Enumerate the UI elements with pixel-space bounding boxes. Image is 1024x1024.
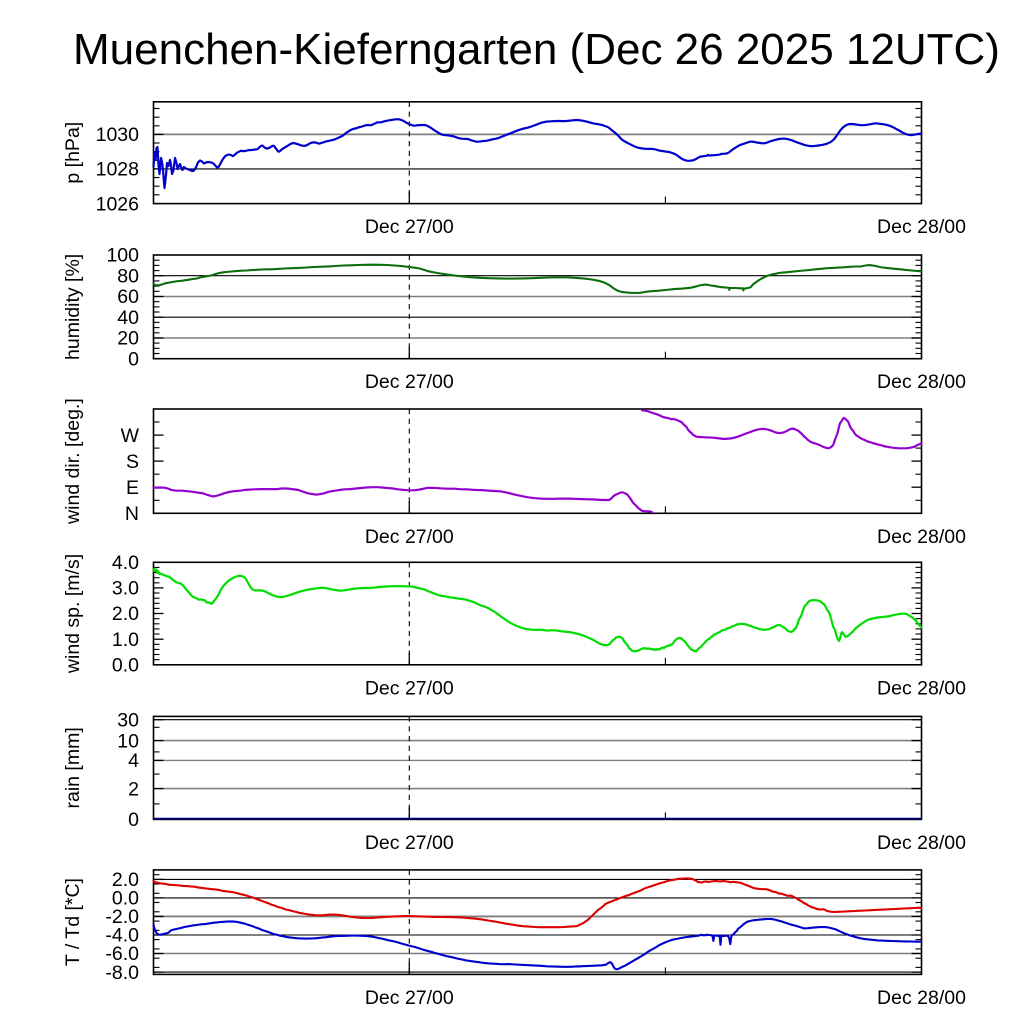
svg-text:4.0: 4.0 (112, 552, 139, 574)
svg-text:0.0: 0.0 (112, 888, 139, 910)
svg-text:2.0: 2.0 (112, 869, 139, 891)
svg-text:0.0: 0.0 (112, 655, 139, 677)
svg-text:1026: 1026 (96, 193, 139, 215)
svg-text:Dec 27/00: Dec 27/00 (365, 832, 454, 854)
svg-text:Dec 28/00: Dec 28/00 (877, 216, 966, 238)
svg-text:100: 100 (106, 245, 139, 267)
svg-text:W: W (121, 425, 140, 447)
svg-text:80: 80 (117, 265, 139, 287)
svg-text:1.0: 1.0 (112, 629, 139, 651)
svg-text:-6.0: -6.0 (105, 943, 139, 965)
svg-text:wind dir. [deg.]: wind dir. [deg.] (62, 398, 84, 525)
svg-text:0: 0 (128, 348, 139, 370)
svg-text:2.0: 2.0 (112, 603, 139, 625)
svg-text:wind sp. [m/s]: wind sp. [m/s] (62, 554, 84, 674)
svg-text:4: 4 (128, 750, 139, 772)
svg-text:Dec 28/00: Dec 28/00 (877, 987, 966, 1009)
svg-text:20: 20 (117, 328, 139, 350)
svg-text:1028: 1028 (96, 159, 139, 181)
svg-text:60: 60 (117, 286, 139, 308)
svg-text:T / Td [*C]: T / Td [*C] (62, 878, 84, 966)
svg-text:40: 40 (117, 307, 139, 329)
svg-text:30: 30 (117, 709, 139, 731)
svg-text:rain [mm]: rain [mm] (62, 727, 84, 808)
svg-text:N: N (125, 503, 139, 525)
svg-text:3.0: 3.0 (112, 578, 139, 600)
svg-text:Dec 27/00: Dec 27/00 (365, 371, 454, 393)
svg-text:-4.0: -4.0 (105, 925, 139, 947)
svg-text:Dec 28/00: Dec 28/00 (877, 832, 966, 854)
svg-text:2: 2 (128, 778, 139, 800)
svg-text:0: 0 (128, 809, 139, 831)
svg-text:humidity [%]: humidity [%] (62, 254, 84, 360)
svg-text:Dec 27/00: Dec 27/00 (365, 987, 454, 1009)
svg-text:Dec 28/00: Dec 28/00 (877, 371, 966, 393)
svg-text:Dec 27/00: Dec 27/00 (365, 677, 454, 699)
svg-text:10: 10 (117, 730, 139, 752)
svg-text:Dec 28/00: Dec 28/00 (877, 677, 966, 699)
svg-text:Muenchen-Kieferngarten (Dec 26: Muenchen-Kieferngarten (Dec 26 2025 12UT… (73, 25, 1000, 74)
svg-text:S: S (126, 451, 139, 473)
svg-text:p [hPa]: p [hPa] (62, 122, 84, 184)
svg-text:Dec 28/00: Dec 28/00 (877, 526, 966, 548)
svg-text:1030: 1030 (96, 124, 140, 146)
svg-text:Dec 27/00: Dec 27/00 (365, 526, 454, 548)
svg-text:-8.0: -8.0 (105, 962, 139, 984)
svg-text:Dec 27/00: Dec 27/00 (365, 216, 454, 238)
svg-text:E: E (126, 477, 139, 499)
svg-text:-2.0: -2.0 (105, 906, 139, 928)
